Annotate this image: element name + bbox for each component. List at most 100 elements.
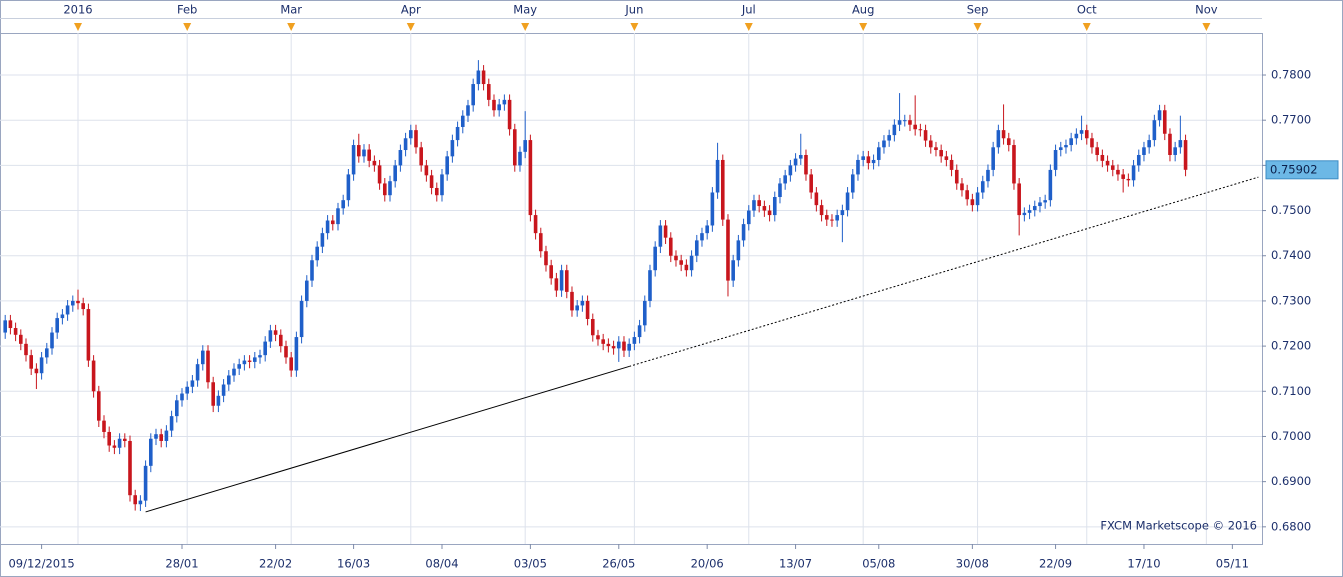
candle-body: [232, 368, 236, 376]
candle-body: [180, 393, 184, 401]
top-tick-marker: [973, 23, 982, 31]
candle-body: [445, 156, 449, 175]
candle-body: [164, 430, 169, 441]
y-tick-label: 0.7400: [1271, 248, 1311, 262]
candle-body: [96, 391, 101, 421]
candle-body: [544, 251, 548, 266]
candle-body: [408, 130, 413, 139]
candle-body: [195, 364, 200, 381]
candle-body: [107, 431, 111, 446]
candle-body: [689, 255, 694, 271]
candle-body: [596, 335, 600, 340]
candle-body: [507, 99, 512, 130]
candle-body: [414, 130, 418, 148]
candle-body: [694, 240, 699, 256]
candle-body: [845, 192, 850, 211]
top-tick-marker: [1202, 23, 1211, 31]
candle-body: [86, 309, 91, 361]
candle-body: [762, 206, 767, 211]
candle-body: [1178, 140, 1183, 148]
candle-body: [138, 500, 143, 505]
candle-body: [632, 337, 637, 344]
candle-body: [258, 355, 262, 358]
candle-body: [798, 154, 803, 159]
candle-body: [986, 169, 990, 182]
candle-body: [398, 150, 403, 166]
candle-body: [1079, 130, 1084, 134]
candle-body: [819, 205, 824, 216]
candle-body: [767, 210, 772, 216]
candle-body: [512, 129, 517, 166]
candle-body: [367, 149, 371, 161]
candle-body: [611, 346, 616, 349]
candle-body: [1157, 110, 1162, 121]
candle-body: [1121, 174, 1125, 179]
x-tick-label: 13/07: [779, 557, 812, 571]
top-tick-marker: [406, 23, 415, 31]
candle-body: [637, 325, 642, 338]
candle-body: [154, 434, 158, 439]
candle-body: [159, 434, 163, 441]
candle-body: [913, 124, 917, 130]
candle-body: [720, 159, 725, 220]
candle-body: [684, 264, 689, 271]
trendline: [145, 365, 630, 513]
candle-body: [226, 375, 231, 385]
candle-body: [460, 115, 465, 127]
candle-body: [746, 210, 751, 225]
candle-body: [975, 192, 980, 206]
candle-body: [809, 174, 813, 193]
candle-body: [642, 300, 647, 326]
candle-body: [112, 445, 117, 448]
candle-body: [1168, 133, 1172, 155]
candle-body: [273, 330, 278, 335]
candle-body: [1043, 200, 1047, 203]
candle-body: [117, 438, 122, 448]
candle-body: [778, 183, 782, 198]
candle-body: [648, 270, 652, 301]
y-tick-label: 0.6900: [1271, 474, 1311, 488]
candle-body: [616, 341, 621, 349]
candle-body: [980, 181, 985, 193]
top-tick-marker: [287, 23, 296, 31]
candle-body: [476, 70, 481, 85]
candle-body: [24, 343, 28, 356]
candle-body: [793, 158, 798, 166]
candle-body: [216, 395, 221, 406]
candle-body: [1110, 165, 1115, 170]
x-tick-label: 20/06: [691, 557, 724, 571]
candle-body: [679, 260, 683, 265]
candle-body: [206, 350, 210, 383]
candle-body: [1095, 147, 1099, 155]
candle-body: [736, 240, 741, 261]
x-tick-label: 08/04: [425, 557, 458, 571]
candle-body: [169, 416, 174, 431]
candle-body: [523, 140, 527, 152]
candle-body: [325, 220, 330, 234]
candle-body: [949, 159, 954, 170]
candle-body: [653, 246, 657, 271]
candle-body: [1001, 130, 1006, 139]
candle-body: [3, 320, 7, 333]
candle-body: [1131, 165, 1136, 181]
candle-body: [752, 200, 756, 211]
candle-body: [471, 84, 475, 106]
candle-body: [65, 305, 70, 315]
candle-body: [336, 208, 340, 225]
candle-body: [289, 357, 293, 371]
candle-body: [1032, 206, 1037, 211]
candle-body: [492, 99, 496, 111]
x-tick-label: 28/01: [165, 557, 198, 571]
candle-body: [590, 318, 595, 336]
candle-body: [1126, 178, 1131, 181]
candle-body: [466, 105, 470, 116]
candle-body: [757, 200, 761, 207]
candle-body: [284, 346, 288, 358]
top-tick-label: Sep: [967, 3, 989, 17]
candle-body: [892, 124, 897, 136]
candle-body: [143, 465, 148, 501]
candle-body: [585, 300, 590, 319]
candle-body: [668, 237, 673, 256]
candle-body: [1136, 154, 1141, 166]
candle-body: [278, 334, 283, 347]
